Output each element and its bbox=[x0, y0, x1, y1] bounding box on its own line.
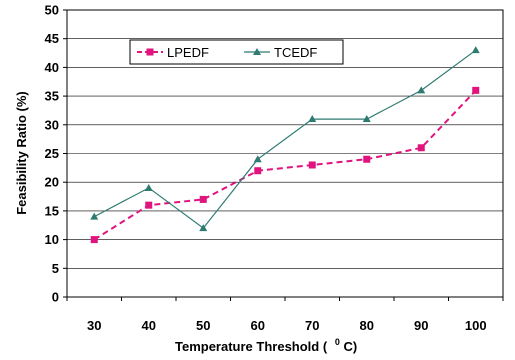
data-point-lpedf bbox=[472, 86, 480, 94]
data-point-lpedf bbox=[90, 236, 98, 244]
y-tick-label: 0 bbox=[52, 290, 59, 305]
data-point-tcedf bbox=[199, 224, 208, 232]
x-axis-title: Temperature Threshold ( 0 C) bbox=[175, 333, 357, 354]
x-tick-label: 50 bbox=[196, 318, 210, 333]
y-tick-labels: 0 5 10 15 20 25 30 35 40 45 50 bbox=[45, 3, 59, 305]
legend-label-tcedf: TCEDF bbox=[274, 45, 317, 60]
data-point-tcedf bbox=[308, 115, 317, 123]
data-point-lpedf bbox=[199, 195, 207, 203]
x-axis-title-main: Temperature Threshold ( bbox=[175, 339, 328, 354]
x-tick-label: 30 bbox=[87, 318, 101, 333]
y-tick-label: 35 bbox=[45, 89, 59, 104]
y-tick-label: 40 bbox=[45, 60, 59, 75]
data-point-lpedf bbox=[363, 155, 371, 163]
x-tick-label: 40 bbox=[142, 318, 156, 333]
y-tick-label: 5 bbox=[52, 261, 59, 276]
data-point-tcedf bbox=[471, 46, 480, 54]
y-tick-label: 30 bbox=[45, 117, 59, 132]
series-line-tcedf bbox=[94, 49, 477, 229]
data-point-tcedf bbox=[417, 86, 426, 94]
x-tick-label: 60 bbox=[251, 318, 265, 333]
legend-box bbox=[129, 39, 344, 65]
legend: LPEDF TCEDF bbox=[129, 39, 344, 65]
x-axis-title-sup: 0 bbox=[335, 337, 340, 347]
data-point-tcedf bbox=[362, 115, 371, 123]
data-point-tcedf bbox=[253, 155, 262, 163]
x-tick-label: 70 bbox=[305, 318, 319, 333]
legend-marker-lpedf bbox=[146, 48, 154, 56]
y-tick-label: 50 bbox=[45, 3, 59, 18]
data-point-lpedf bbox=[417, 144, 425, 152]
x-axis-title-unit: C) bbox=[343, 339, 357, 354]
legend-label-lpedf: LPEDF bbox=[167, 45, 209, 60]
y-tick-label: 45 bbox=[45, 31, 59, 46]
y-tick-label: 15 bbox=[45, 203, 59, 218]
grid bbox=[63, 9, 504, 301]
x-tick-label: 80 bbox=[360, 318, 374, 333]
series-layer bbox=[90, 46, 480, 244]
y-axis-title: Feasibility Ratio (%) bbox=[14, 91, 29, 215]
data-point-lpedf bbox=[254, 167, 262, 175]
data-point-lpedf bbox=[308, 161, 316, 169]
data-point-tcedf bbox=[144, 183, 153, 191]
data-point-tcedf bbox=[90, 212, 99, 220]
y-tick-label: 25 bbox=[45, 146, 59, 161]
x-tick-labels: 30 40 50 60 70 80 90 100 bbox=[87, 318, 487, 333]
series-line-lpedf bbox=[93, 89, 477, 241]
data-point-lpedf bbox=[145, 201, 153, 209]
x-tick-label: 100 bbox=[465, 318, 487, 333]
y-tick-label: 10 bbox=[45, 232, 59, 247]
y-tick-label: 20 bbox=[45, 175, 59, 190]
legend-marker-tcedf bbox=[253, 48, 261, 55]
x-tick-label: 90 bbox=[414, 318, 428, 333]
